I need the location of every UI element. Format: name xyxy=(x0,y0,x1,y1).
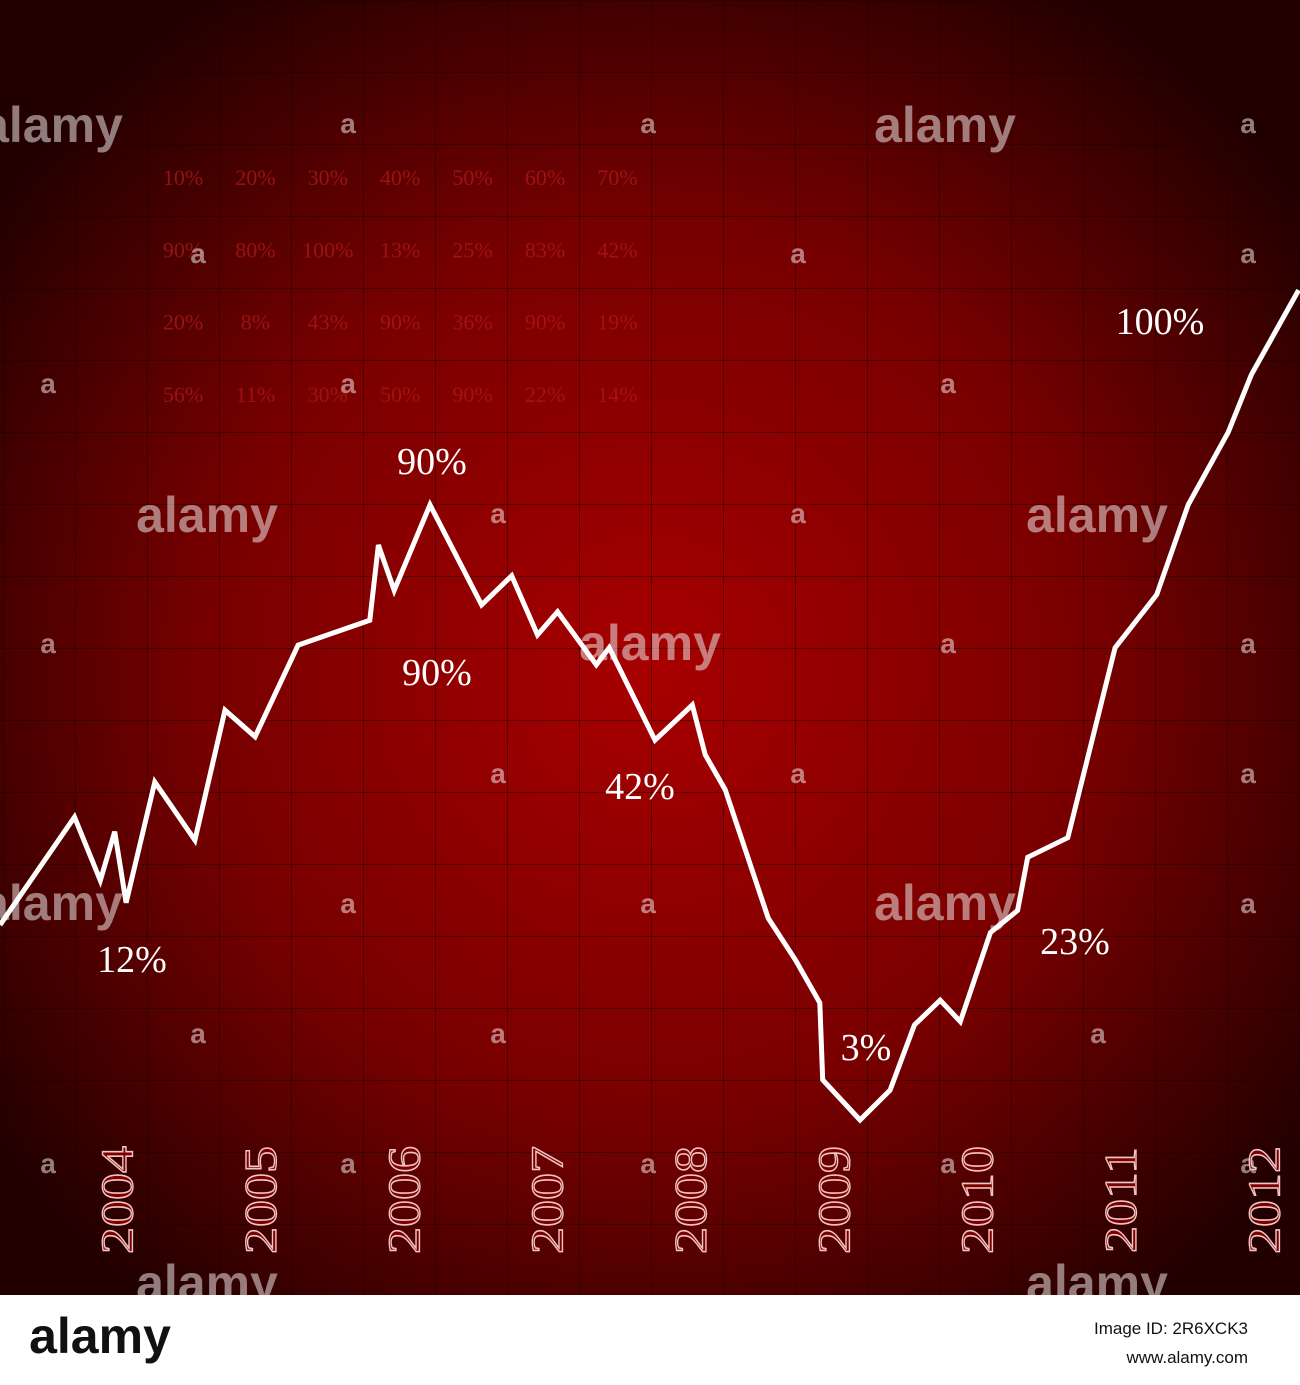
watermark-mark: a xyxy=(40,1148,56,1179)
table-cell: 90% xyxy=(525,310,565,335)
annotation: 12% xyxy=(97,939,167,981)
watermark-mark: a xyxy=(640,108,656,139)
watermark: alamy xyxy=(579,615,721,671)
watermark-mark: a xyxy=(340,888,356,919)
x-tick-label: 2008 xyxy=(665,1146,716,1254)
annotation: 3% xyxy=(841,1027,892,1069)
watermark-mark: a xyxy=(940,628,956,659)
x-tick-label: 2010 xyxy=(951,1146,1002,1254)
line xyxy=(0,288,1300,1124)
table-cell: 70% xyxy=(597,165,637,190)
watermark-mark: a xyxy=(640,888,656,919)
x-tick-label: 2009 xyxy=(808,1146,859,1254)
watermark-mark: a xyxy=(940,1148,956,1179)
table-cell: 43% xyxy=(308,310,348,335)
watermark-mark: a xyxy=(40,628,56,659)
x-tick-label: 2011 xyxy=(1095,1147,1146,1253)
x-tick-label: 2007 xyxy=(521,1146,572,1254)
footer xyxy=(0,1295,1300,1385)
table-cell: 83% xyxy=(525,237,565,262)
watermark: alamy xyxy=(874,97,1016,153)
watermark-mark: a xyxy=(790,758,806,789)
table-cell: 19% xyxy=(597,310,637,335)
table-cell: 14% xyxy=(597,382,637,407)
watermark-mark: a xyxy=(1240,1148,1256,1179)
watermark: alamy xyxy=(874,875,1016,931)
table-cell: 25% xyxy=(452,237,492,262)
watermark-mark: a xyxy=(340,108,356,139)
watermark-mark: a xyxy=(340,1148,356,1179)
table-cell: 40% xyxy=(380,165,420,190)
annotation: 23% xyxy=(1040,921,1110,963)
watermark-mark: a xyxy=(940,368,956,399)
table-cell: 20% xyxy=(163,310,203,335)
watermark-mark: a xyxy=(1240,108,1256,139)
watermark-mark: a xyxy=(790,498,806,529)
watermark-mark: a xyxy=(1240,238,1256,269)
annotation: 90% xyxy=(397,441,467,483)
watermark-mark: a xyxy=(790,238,806,269)
table-cell: 36% xyxy=(452,310,492,335)
annotation: 100% xyxy=(1116,301,1205,343)
table-cell: 11% xyxy=(236,382,276,407)
table-cell: 90% xyxy=(380,310,420,335)
annotation: 90% xyxy=(402,652,472,694)
watermark-mark: a xyxy=(40,368,56,399)
table-cell: 100% xyxy=(302,237,353,262)
watermark-mark: a xyxy=(340,368,356,399)
x-tick-label: 2004 xyxy=(91,1146,142,1254)
grid xyxy=(0,0,1300,1295)
x-tick-label: 2006 xyxy=(378,1146,429,1254)
table-cell: 20% xyxy=(235,165,275,190)
watermark: alamy xyxy=(0,97,123,153)
table-cell: 10% xyxy=(163,165,203,190)
table-cell: 50% xyxy=(452,165,492,190)
watermark-mark: a xyxy=(1240,628,1256,659)
annotation: 42% xyxy=(605,766,675,808)
watermark-mark: a xyxy=(490,758,506,789)
watermark: alamy xyxy=(1026,487,1168,543)
table-cell: 13% xyxy=(380,237,420,262)
table-cell: 30% xyxy=(308,382,348,407)
watermark-mark: a xyxy=(640,1148,656,1179)
table-cell: 60% xyxy=(525,165,565,190)
table-cell: 8% xyxy=(241,310,270,335)
table-cell: 22% xyxy=(525,382,565,407)
image-id: Image ID: 2R6XCK3 xyxy=(1094,1319,1248,1338)
table-cell: 90% xyxy=(163,237,203,262)
watermark-mark: a xyxy=(190,1018,206,1049)
watermark: alamy xyxy=(136,487,278,543)
table-cell: 30% xyxy=(308,165,348,190)
watermark: alamy xyxy=(0,875,123,931)
watermark-mark: a xyxy=(190,238,206,269)
table-cell: 50% xyxy=(380,382,420,407)
watermark-mark: a xyxy=(490,498,506,529)
x-tick-label: 2012 xyxy=(1238,1146,1289,1254)
x-tick-label: 2005 xyxy=(235,1146,286,1254)
footer-url: www.alamy.com xyxy=(1125,1348,1248,1367)
watermark-mark: a xyxy=(1240,888,1256,919)
watermark-mark: a xyxy=(1240,758,1256,789)
table-cell: 80% xyxy=(235,237,275,262)
table-cell: 90% xyxy=(452,382,492,407)
watermark-mark: a xyxy=(490,1018,506,1049)
table-cell: 42% xyxy=(597,237,637,262)
footer-logo: alamy xyxy=(29,1308,171,1364)
table-cell: 56% xyxy=(163,382,203,407)
watermark-mark: a xyxy=(1090,1018,1106,1049)
